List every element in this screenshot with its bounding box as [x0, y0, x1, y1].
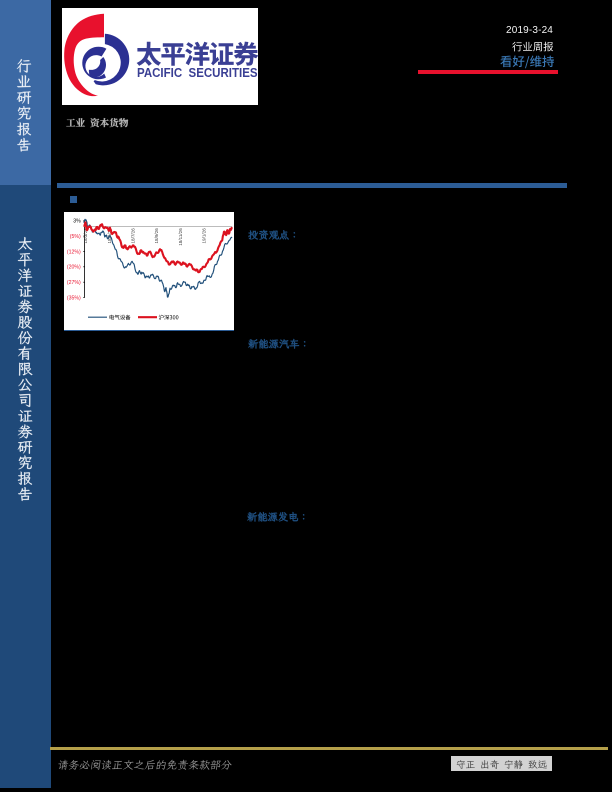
svg-text:(35%): (35%)	[67, 295, 81, 301]
svg-text:3%: 3%	[73, 218, 81, 224]
svg-text:18/9/26: 18/9/26	[154, 227, 159, 243]
svg-text:(20%): (20%)	[67, 264, 81, 270]
svg-text:(27%): (27%)	[67, 280, 81, 286]
svg-text:18/11/26: 18/11/26	[178, 227, 183, 245]
svg-text:18/3/26: 18/3/26	[83, 227, 88, 243]
svg-text:19/1/26: 19/1/26	[202, 227, 207, 243]
svg-text:18/7/26: 18/7/26	[131, 227, 136, 243]
svg-text:(5%): (5%)	[70, 233, 81, 239]
svg-text:(12%): (12%)	[67, 249, 81, 255]
